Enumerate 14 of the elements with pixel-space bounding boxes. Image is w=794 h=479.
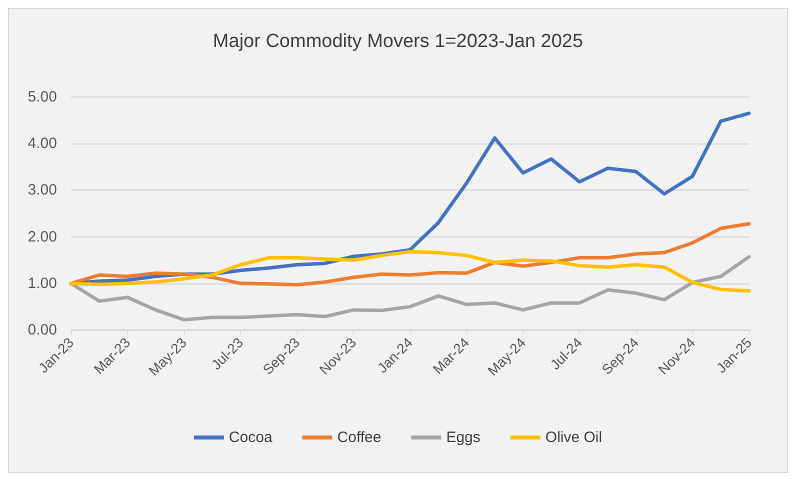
y-tick-label: 3.00 <box>28 182 57 199</box>
line-series <box>69 222 751 287</box>
y-tick-label: 2.00 <box>28 228 57 246</box>
y-tick-label: 0.00 <box>28 322 57 338</box>
legend-label: Olive Oil <box>545 429 602 446</box>
y-tick-label: 4.00 <box>28 135 57 152</box>
legend-label: Eggs <box>446 429 480 446</box>
line-series <box>69 250 751 293</box>
line-series <box>69 255 751 322</box>
legend-label: Cocoa <box>228 429 273 446</box>
y-tick-label: 5.00 <box>28 88 57 106</box>
y-tick-label: 1.00 <box>28 274 57 292</box>
chart-title: Major Commodity Movers 1=2023-Jan 2025 <box>212 31 584 52</box>
legend-label: Coffee <box>337 429 382 446</box>
